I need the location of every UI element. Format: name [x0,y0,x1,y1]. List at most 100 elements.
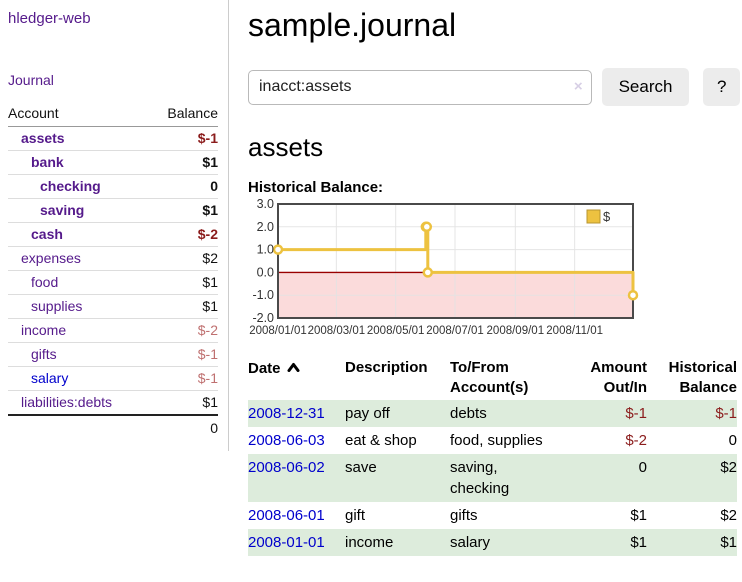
accounts-column-balance: Balance [149,103,218,127]
account-link[interactable]: gifts [31,346,57,362]
transaction-balance: $1 [720,534,737,551]
transaction-date-link[interactable]: 2008-01-01 [248,534,325,551]
transaction-row[interactable]: 2008-06-01 gift gifts $1 $2 [248,502,737,529]
help-button[interactable]: ? [703,68,740,106]
account-link[interactable]: assets [21,130,65,146]
account-balance: $-2 [149,222,218,247]
transaction-date-link[interactable]: 2008-06-01 [248,507,325,524]
account-row: gifts $-1 [8,342,218,367]
svg-text:2.0: 2.0 [257,220,274,234]
main-content: sample.journal × Search ? assets Histori… [248,0,740,556]
page-title: sample.journal [248,7,457,43]
account-balance: $-1 [149,126,218,151]
clear-search-icon[interactable]: × [573,77,583,95]
register-column-amount: Amount Out/In [590,359,647,396]
transaction-accounts: debts [450,405,487,422]
accounts-total-row: 0 [8,414,218,441]
transaction-amount: 0 [638,459,647,476]
register-column-date[interactable]: Date [248,356,345,400]
transaction-accounts: saving, checking [450,459,510,497]
account-row: food $1 [8,270,218,295]
transaction-balance: $2 [720,507,737,524]
register-column-tofrom: To/From Account(s) [450,359,529,396]
account-row: salary $-1 [8,366,218,391]
account-link[interactable]: food [31,274,59,290]
transaction-description: pay off [345,405,390,422]
account-balance: 0 [149,174,218,199]
svg-text:2008/01/01: 2008/01/01 [249,325,307,337]
svg-text:0.0: 0.0 [257,265,274,279]
account-row: assets $-1 [8,126,218,151]
account-balance: $2 [149,246,218,271]
svg-text:2008/07/01: 2008/07/01 [426,325,484,337]
sidebar-item-journal[interactable]: Journal [8,72,54,88]
sidebar: hledger-web Journal Account Balance asse… [0,0,229,451]
svg-text:1.0: 1.0 [257,243,274,257]
transaction-accounts: food, supplies [450,432,543,449]
account-link[interactable]: salary [31,370,69,386]
transaction-row[interactable]: 2008-06-02 save saving, checking 0 $2 [248,454,737,502]
transaction-accounts: gifts [450,507,478,524]
svg-text:2008/05/01: 2008/05/01 [367,325,425,337]
transaction-date-link[interactable]: 2008-12-31 [248,405,325,422]
account-link[interactable]: cash [31,226,63,242]
transaction-description: gift [345,507,366,524]
account-row: liabilities:debts $1 [8,391,218,416]
transaction-amount: $1 [630,534,647,551]
transaction-balance: $2 [720,459,737,476]
register-column-balance: Historical Balance [668,359,737,396]
account-balance: $1 [149,150,218,175]
transaction-row[interactable]: 2008-12-31 pay off debts $-1 $-1 [248,400,737,427]
search-button[interactable]: Search [601,68,690,106]
account-link[interactable]: checking [40,178,101,194]
account-balance: $1 [149,198,218,223]
app-title-link[interactable]: hledger-web [8,10,91,27]
transaction-balance: $-1 [715,405,737,422]
register-column-description: Description [345,359,428,376]
svg-text:$: $ [603,209,611,224]
account-link[interactable]: expenses [21,250,81,266]
accounts-column-account: Account [8,103,150,127]
transaction-row[interactable]: 2008-01-01 income salary $1 $1 [248,529,737,556]
transaction-row[interactable]: 2008-06-03 eat & shop food, supplies $-2… [248,427,737,454]
svg-text:2008/09/01: 2008/09/01 [487,325,545,337]
account-balance: $1 [149,294,218,319]
transaction-description: income [345,534,394,551]
account-balance: $-1 [149,342,218,367]
account-link[interactable]: income [21,322,67,338]
transaction-date-link[interactable]: 2008-06-02 [248,459,325,476]
account-heading: assets [248,132,324,162]
account-link[interactable]: supplies [31,298,83,314]
account-balance: $-1 [149,366,218,391]
transaction-amount: $-2 [625,432,647,449]
search-input[interactable] [248,69,592,105]
transaction-description: save [345,459,377,476]
account-row: income $-2 [8,318,218,343]
transaction-amount: $1 [630,507,647,524]
sort-ascending-icon [287,358,300,378]
account-link[interactable]: saving [40,202,85,218]
account-row: checking 0 [8,174,218,199]
account-balance: $-2 [149,318,218,343]
accounts-table: Account Balance assets $-1 bank $1 check… [8,103,218,441]
account-link[interactable]: bank [31,154,64,170]
svg-text:-2.0: -2.0 [252,311,274,325]
svg-text:-1.0: -1.0 [252,288,274,302]
transaction-date-link[interactable]: 2008-06-03 [248,432,325,449]
svg-text:2008/11/01: 2008/11/01 [546,325,603,337]
svg-text:3.0: 3.0 [257,197,274,211]
account-row: expenses $2 [8,246,218,271]
search-row: × Search ? [248,68,740,106]
transaction-description: eat & shop [345,432,417,449]
accounts-total-value: 0 [149,414,218,441]
account-balance: $1 [202,394,218,410]
account-row: bank $1 [8,150,218,175]
register-table: Date Description To/From Account(s) Amou… [248,356,737,556]
account-balance: $1 [149,270,218,295]
account-link[interactable]: liabilities:debts [21,394,113,410]
search-box: × [248,69,592,105]
svg-text:2008/03/01: 2008/03/01 [308,325,366,337]
transaction-amount: $-1 [625,405,647,422]
account-row: saving $1 [8,198,218,223]
